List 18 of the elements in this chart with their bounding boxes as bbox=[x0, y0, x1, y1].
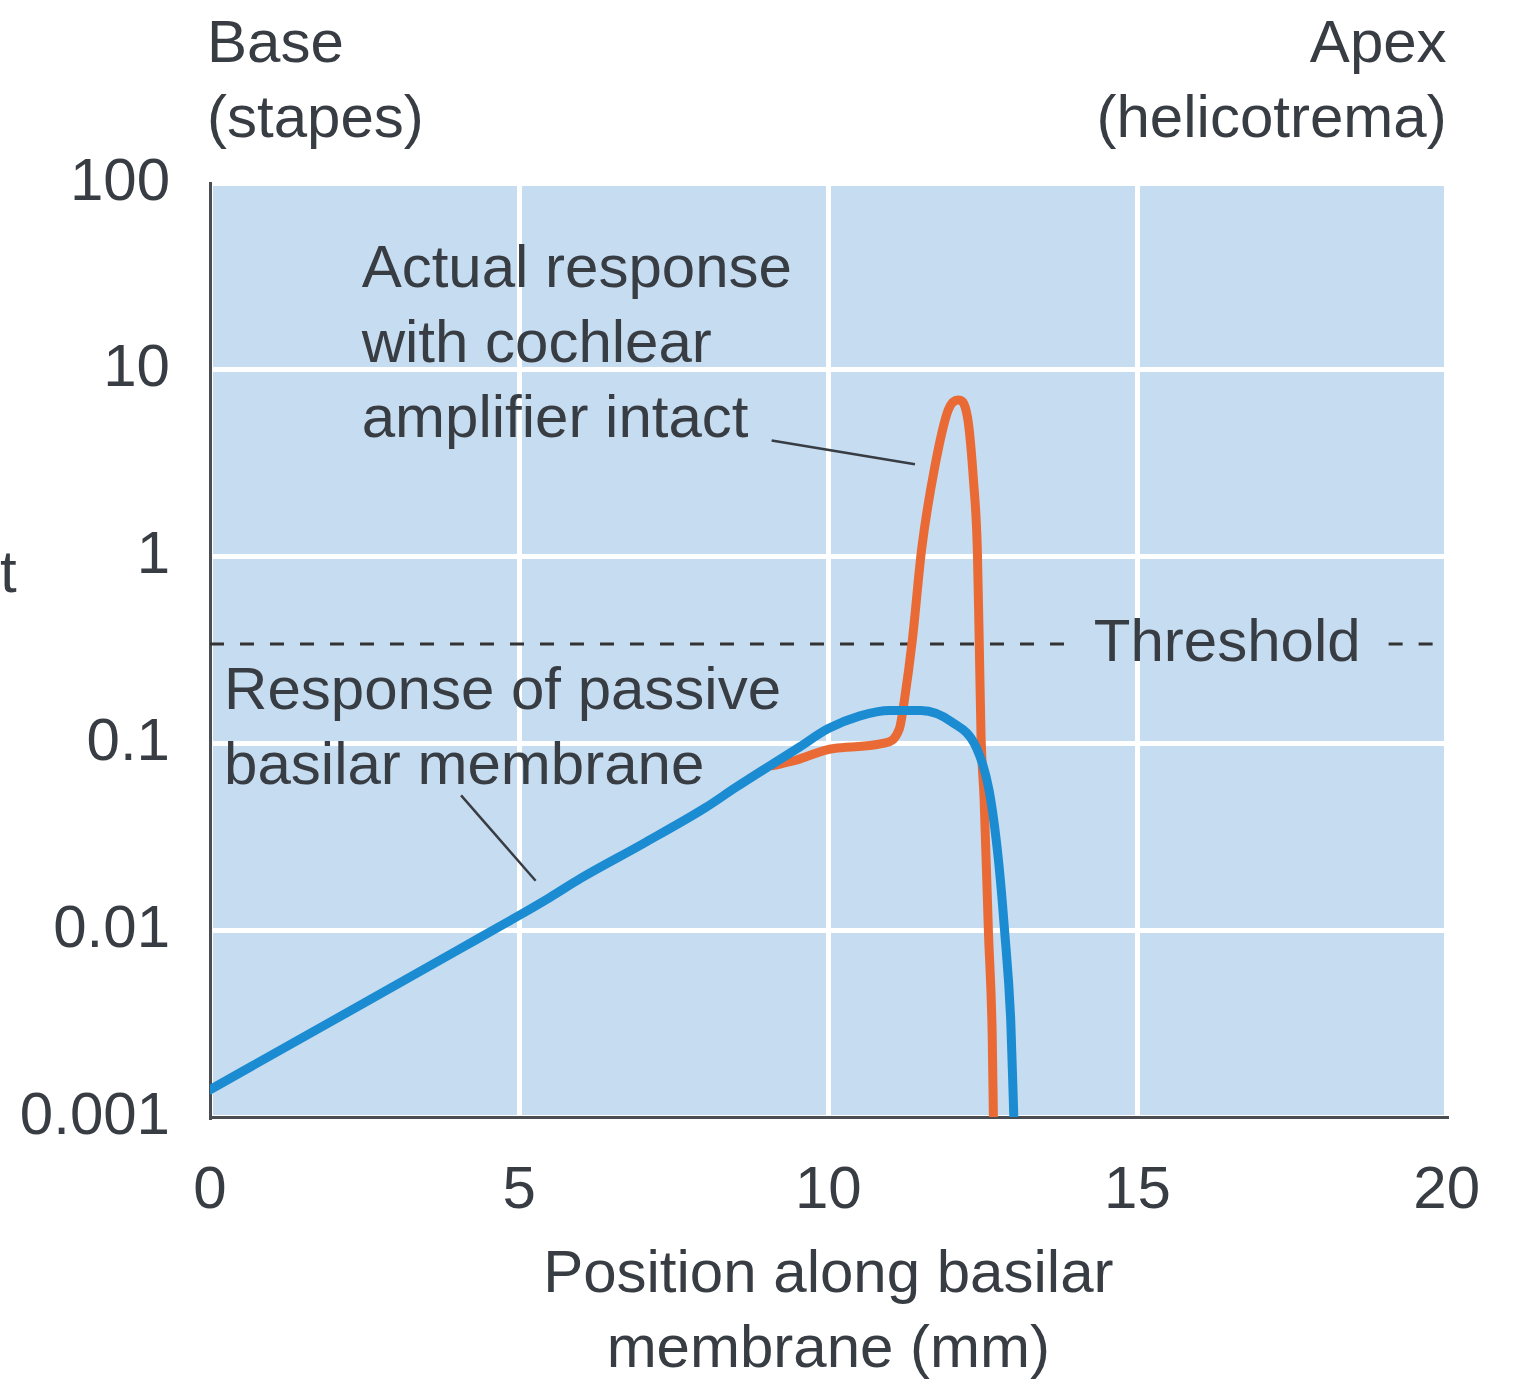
y-axis-title: t bbox=[0, 537, 17, 605]
y-tick-label: 10 bbox=[103, 332, 170, 400]
annotation: Actual response with cochlear amplifier intact bbox=[360, 233, 792, 451]
x-tick-label: 10 bbox=[794, 1153, 862, 1221]
text: Apex (helicotrema) bbox=[1096, 7, 1447, 150]
ref-line-label: Threshold bbox=[1093, 606, 1361, 674]
x-tick-label: 15 bbox=[1104, 1153, 1171, 1221]
y-tick-label: 0.001 bbox=[19, 1079, 170, 1147]
y-tick-label: 100 bbox=[69, 145, 170, 213]
y-tick-label: 0.1 bbox=[86, 705, 170, 773]
text: Base (stapes) bbox=[207, 7, 424, 150]
annotation: Response of passive basilar membrane bbox=[224, 654, 782, 797]
y-tick-label: 0.01 bbox=[53, 892, 170, 960]
x-tick-label: 5 bbox=[502, 1153, 536, 1221]
x-axis-title: Position along basilar membrane (mm) bbox=[543, 1237, 1114, 1380]
y-tick-label: 1 bbox=[136, 519, 170, 587]
x-tick-label: 20 bbox=[1413, 1153, 1481, 1221]
x-tick-label: 0 bbox=[193, 1153, 227, 1221]
